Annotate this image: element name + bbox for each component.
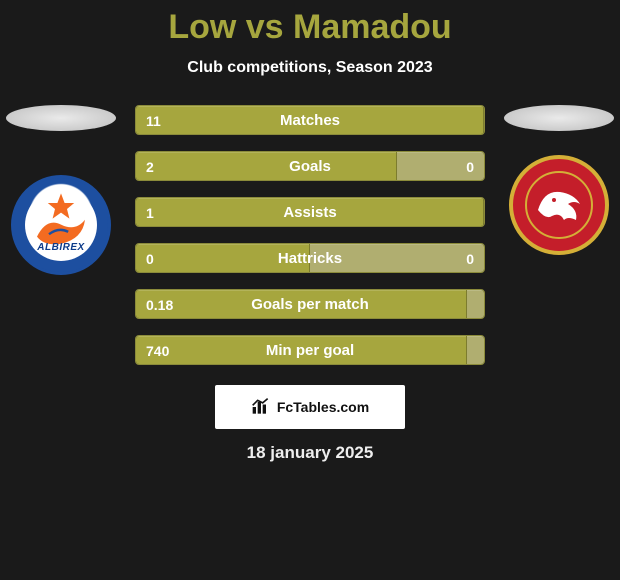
albirex-crest-label: ALBIREX	[37, 242, 84, 253]
stat-row: 11Matches	[135, 105, 485, 135]
stat-label: Goals	[136, 152, 484, 181]
player-placeholder-right	[504, 105, 614, 131]
generated-date: 18 january 2025	[0, 443, 620, 463]
comparison-card: Low vs Mamadou Club competitions, Season…	[0, 0, 620, 463]
stat-row: 20Goals	[135, 151, 485, 181]
left-player-column: ALBIREX	[1, 105, 121, 275]
stat-row: 740Min per goal	[135, 335, 485, 365]
stat-label: Goals per match	[136, 290, 484, 319]
stat-label: Assists	[136, 198, 484, 227]
player-placeholder-left	[6, 105, 116, 131]
fctables-label: FcTables.com	[277, 399, 369, 415]
stat-row: 1Assists	[135, 197, 485, 227]
main-row: ALBIREX 11Matches 20Goals 1Assists 00Hattri…	[0, 105, 620, 365]
stat-label: Matches	[136, 106, 484, 135]
dragon-icon	[524, 170, 594, 240]
fctables-badge[interactable]: FcTables.com	[215, 385, 405, 429]
home-united-crest	[509, 155, 609, 255]
albirex-crest-inner: ALBIREX	[25, 189, 97, 261]
stat-row: 0.18Goals per match	[135, 289, 485, 319]
stat-bars: 11Matches 20Goals 1Assists 00Hattricks 0.18G…	[135, 105, 485, 365]
right-player-column	[499, 105, 619, 255]
bar-chart-icon	[251, 397, 271, 417]
page-title: Low vs Mamadou	[0, 8, 620, 47]
stat-row: 00Hattricks	[135, 243, 485, 273]
page-subtitle: Club competitions, Season 2023	[0, 59, 620, 77]
stat-label: Min per goal	[136, 336, 484, 365]
albirex-crest: ALBIREX	[11, 175, 111, 275]
stat-label: Hattricks	[136, 244, 484, 273]
